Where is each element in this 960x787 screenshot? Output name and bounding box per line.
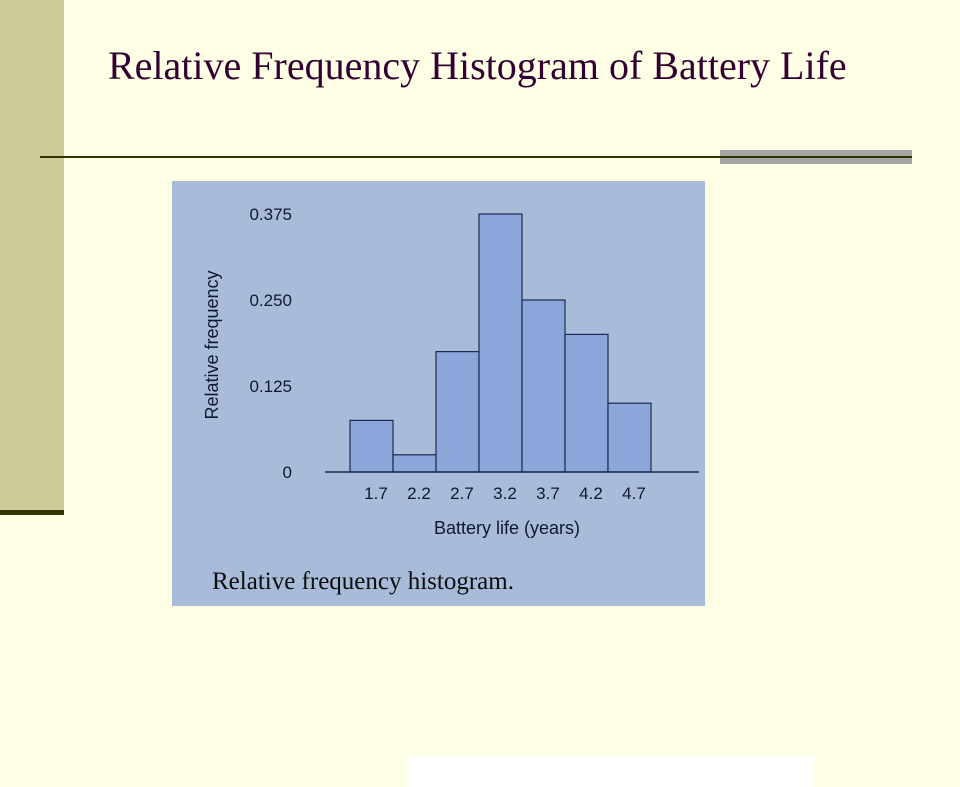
histogram-bar	[392, 454, 437, 473]
bars-layer	[349, 213, 652, 473]
x-tick-label: 2.2	[407, 484, 431, 503]
x-tick-label: 3.7	[536, 484, 560, 503]
x-axis-label: Battery life (years)	[434, 518, 580, 538]
histogram-bar	[564, 333, 609, 473]
y-tick-label: 0.125	[249, 377, 292, 396]
x-ticks-layer: 1.7 2.2 2.7 3.2 3.7 4.2 4.7	[364, 484, 646, 503]
caption-backdrop	[408, 756, 813, 787]
title-divider-line	[40, 156, 720, 158]
x-tick-label: 4.7	[622, 484, 646, 503]
left-accent-tick	[0, 510, 64, 515]
histogram-bar	[478, 213, 523, 473]
x-tick-label: 4.2	[579, 484, 603, 503]
histogram-image: 0 0.125 0.250 0.375 1.7 2.2 2.7 3.2 3.7 4.2 4.7 R…	[172, 181, 813, 787]
histogram-bar	[521, 299, 566, 473]
histogram-bar	[349, 419, 394, 473]
y-ticks-layer: 0 0.125 0.250 0.375	[249, 205, 292, 482]
y-tick-label: 0.375	[249, 205, 292, 224]
histogram-chart: 0 0.125 0.250 0.375 1.7 2.2 2.7 3.2 3.7 4.2 4.7 R…	[202, 205, 699, 595]
left-accent-bar	[0, 0, 64, 510]
y-tick-label: 0.250	[249, 291, 292, 310]
x-tick-label: 1.7	[364, 484, 388, 503]
y-axis-label: Relative frequency	[202, 270, 222, 419]
title-divider-block	[720, 150, 912, 164]
slide-title: Relative Frequency Histogram of Battery …	[108, 43, 847, 88]
x-tick-label: 3.2	[493, 484, 517, 503]
chart-caption: Relative frequency histogram.	[212, 568, 514, 595]
histogram-bar	[607, 402, 652, 473]
y-tick-label: 0	[283, 463, 292, 482]
x-tick-label: 2.7	[450, 484, 474, 503]
histogram-bar	[435, 351, 480, 473]
